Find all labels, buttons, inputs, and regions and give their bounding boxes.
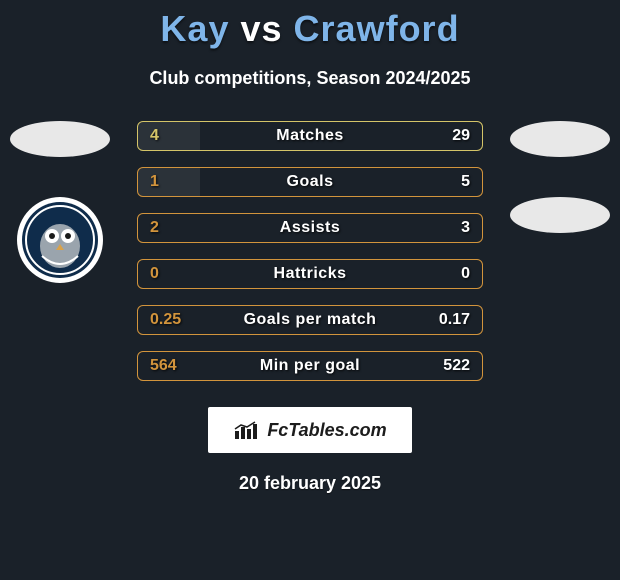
stat-value-left: 2 xyxy=(150,219,159,237)
club-badge xyxy=(510,197,610,233)
right-club-column xyxy=(510,121,610,233)
content-area: 4 Matches 29 1 Goals 5 2 Assists 3 0 Hattricks 0 0.2… xyxy=(0,121,620,381)
stat-row: 4 Matches 29 xyxy=(137,121,483,151)
stat-value-right: 29 xyxy=(452,127,470,145)
watermark-text: FcTables.com xyxy=(233,420,386,441)
page-title: Kay vs Crawford xyxy=(0,0,620,50)
left-club-column xyxy=(10,121,110,283)
stat-label: Hattricks xyxy=(274,265,347,283)
stat-row: 1 Goals 5 xyxy=(137,167,483,197)
stat-row: 0.25 Goals per match 0.17 xyxy=(137,305,483,335)
watermark[interactable]: FcTables.com xyxy=(208,407,412,453)
subtitle: Club competitions, Season 2024/2025 xyxy=(0,68,620,89)
stat-value-right: 0 xyxy=(461,265,470,283)
stat-value-right: 5 xyxy=(461,173,470,191)
stat-value-right: 3 xyxy=(461,219,470,237)
stat-label: Min per goal xyxy=(260,357,360,375)
stat-row: 0 Hattricks 0 xyxy=(137,259,483,289)
club-crest xyxy=(17,197,103,283)
title-left: Kay xyxy=(160,8,229,49)
stat-label: Goals per match xyxy=(244,311,377,329)
bar-fill xyxy=(138,122,200,150)
stat-value-left: 0 xyxy=(150,265,159,283)
stat-value-left: 564 xyxy=(150,357,177,375)
stat-value-left: 4 xyxy=(150,127,159,145)
stat-row: 2 Assists 3 xyxy=(137,213,483,243)
club-badge xyxy=(10,121,110,157)
club-badge xyxy=(510,121,610,157)
stat-label: Matches xyxy=(276,127,344,145)
title-right: Crawford xyxy=(294,8,460,49)
stat-value-left: 0.25 xyxy=(150,311,181,329)
stats-bars: 4 Matches 29 1 Goals 5 2 Assists 3 0 Hattricks 0 0.2… xyxy=(137,121,483,381)
chart-icon xyxy=(233,421,261,439)
stat-value-right: 0.17 xyxy=(439,311,470,329)
date-label: 20 february 2025 xyxy=(0,473,620,494)
stat-row: 564 Min per goal 522 xyxy=(137,351,483,381)
watermark-label: FcTables.com xyxy=(267,420,386,441)
stat-value-right: 522 xyxy=(443,357,470,375)
stat-value-left: 1 xyxy=(150,173,159,191)
stat-label: Goals xyxy=(287,173,334,191)
title-vs: vs xyxy=(240,8,282,49)
stat-label: Assists xyxy=(280,219,340,237)
bar-fill xyxy=(138,168,200,196)
